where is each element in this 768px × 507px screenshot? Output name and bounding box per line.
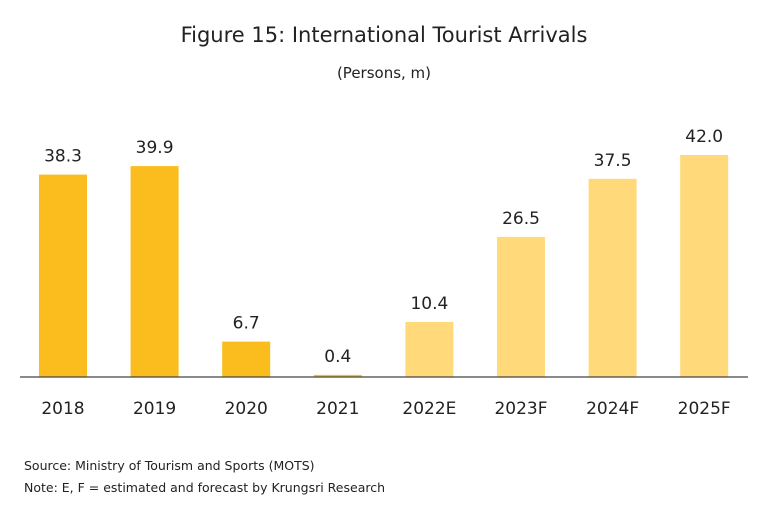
source-note: Source: Ministry of Tourism and Sports (… (24, 458, 315, 473)
chart-title: Figure 15: International Tourist Arrival… (180, 23, 588, 47)
bar-2022E (405, 322, 454, 377)
x-tick-label-2020: 2020 (225, 399, 268, 419)
data-label-2021: 0.4 (324, 347, 351, 367)
chart-subtitle: (Persons, m) (336, 64, 432, 82)
bar-2021 (313, 374, 362, 377)
data-label-2020: 6.7 (233, 314, 260, 334)
x-tick-label-2023F: 2023F (494, 399, 547, 419)
bar-2020 (222, 341, 271, 377)
x-tick-label-2024F: 2024F (586, 399, 639, 419)
bar-2024F (588, 178, 637, 377)
data-label-2024F: 37.5 (594, 151, 632, 171)
data-label-2018: 38.3 (44, 147, 82, 167)
bar-2025F (680, 155, 729, 377)
data-label-2019: 39.9 (136, 138, 174, 158)
x-tick-label-2019: 2019 (133, 399, 176, 419)
x-tick-label-2025F: 2025F (678, 399, 731, 419)
data-label-2022E: 10.4 (410, 294, 448, 314)
bar-2023F (497, 236, 545, 377)
x-tick-label-2021: 2021 (316, 399, 359, 419)
data-label-2023F: 26.5 (502, 209, 540, 229)
data-label-2025F: 42.0 (685, 127, 723, 147)
bar-2018 (39, 174, 87, 377)
x-tick-label-2018: 2018 (41, 399, 84, 419)
bar-2019 (130, 166, 179, 377)
x-tick-label-2022E: 2022E (402, 399, 456, 419)
estimate-note: Note: E, F = estimated and forecast by K… (24, 480, 386, 495)
